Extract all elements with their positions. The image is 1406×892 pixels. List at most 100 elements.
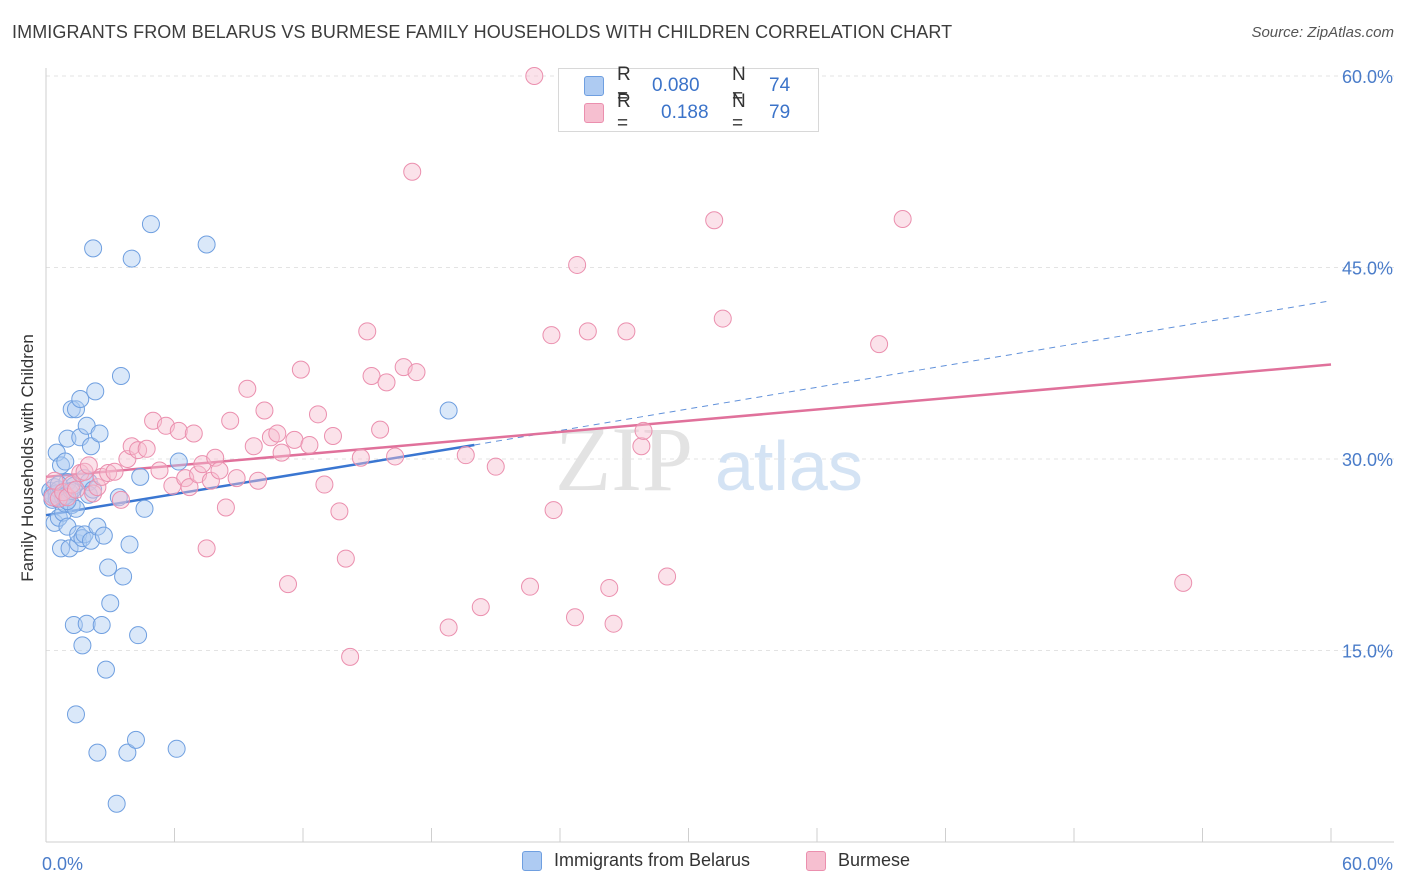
belarus-r-value: 0.080 (652, 75, 700, 96)
burmese-point-27 (184, 424, 203, 443)
x-tick-label-0: 0.0% (42, 854, 83, 874)
burmese-point-70 (544, 501, 563, 520)
belarus-point-62 (131, 467, 150, 486)
burmese-point-75 (604, 614, 623, 633)
chart-title: IMMIGRANTS FROM BELARUS VS BURMESE FAMIL… (12, 22, 953, 42)
burmese-point-34 (216, 498, 235, 517)
burmese-point-50 (323, 427, 342, 446)
burmese-point-63 (439, 618, 458, 637)
burmese-point-14 (105, 462, 124, 481)
belarus-point-51 (99, 558, 118, 577)
burmese-point-58 (377, 373, 396, 392)
y-tick-label-0: 15.0% (1342, 642, 1393, 662)
burmese-point-42 (268, 424, 287, 443)
burmese-n-label: N = (732, 91, 746, 134)
trend-lines (45, 300, 1332, 517)
belarus-point-66 (167, 739, 186, 758)
belarus-point-15 (56, 452, 75, 471)
belarus-point-30 (71, 389, 90, 408)
tick-labels: 15.0% 30.0% 45.0% 60.0% 0.0% 60.0% (42, 67, 1393, 874)
y-tick-label-1: 30.0% (1342, 450, 1393, 470)
trend-burmese (45, 363, 1332, 479)
belarus-point-59 (122, 249, 141, 268)
burmese-point-37 (238, 379, 257, 398)
burmese-point-43 (272, 443, 291, 462)
burmese-point-45 (285, 430, 304, 449)
burmese-point-66 (486, 457, 505, 476)
burmese-point-30 (197, 539, 216, 558)
burmese-point-81 (713, 309, 732, 328)
legend-label-belarus: Immigrants from Belarus (554, 850, 751, 870)
belarus-point-45 (88, 517, 107, 536)
burmese-point-76 (617, 322, 636, 341)
legend-item-belarus[interactable]: Immigrants from Belarus (522, 850, 750, 871)
burmese-point-80 (705, 211, 724, 230)
y-tick-label-3: 60.0% (1342, 67, 1393, 87)
belarus-point-57 (118, 743, 137, 762)
burmese-n-value: 79 (769, 102, 791, 123)
belarus-point-50 (96, 660, 115, 679)
burmese-point-33 (210, 461, 229, 480)
belarus-point-36 (77, 614, 96, 633)
burmese-point-44 (279, 575, 298, 594)
series-burmese-points (43, 67, 1193, 666)
x-tick-label-1: 60.0% (1342, 854, 1393, 874)
burmese-point-46 (291, 360, 310, 379)
burmese-point-69 (542, 326, 561, 345)
legend-label-burmese: Burmese (838, 850, 911, 870)
burmese-point-19 (137, 439, 156, 458)
burmese-point-62 (407, 363, 426, 382)
trend-belarus-extension (474, 300, 1332, 446)
belarus-point-61 (129, 626, 148, 645)
burmese-point-77 (632, 437, 651, 456)
source-label: Source: ZipAtlas.com (1251, 24, 1394, 41)
burmese-point-36 (227, 469, 246, 488)
belarus-point-55 (111, 367, 130, 386)
belarus-point-56 (114, 567, 133, 586)
burmese-point-54 (351, 448, 370, 467)
axes (45, 68, 1394, 843)
belarus-point-47 (90, 424, 109, 443)
belarus-point-16 (58, 429, 77, 448)
burmese-point-15 (111, 490, 130, 509)
watermark: ZIP atlas (555, 408, 863, 510)
watermark-zip: ZIP (555, 408, 693, 510)
belarus-point-18 (58, 517, 77, 536)
belarus-point-65 (169, 452, 188, 471)
burmese-point-84 (1174, 573, 1193, 592)
belarus-point-48 (92, 615, 111, 634)
belarus-point-46 (88, 743, 107, 762)
belarus-point-68 (439, 401, 458, 420)
burmese-point-55 (358, 322, 377, 341)
burmese-point-52 (336, 549, 355, 568)
burmese-point-82 (870, 335, 889, 354)
legend-item-burmese[interactable]: Burmese (806, 850, 910, 871)
belarus-point-67 (197, 235, 216, 254)
belarus-r-label: R = (617, 64, 631, 107)
burmese-point-72 (568, 255, 587, 274)
burmese-point-68 (525, 67, 544, 85)
burmese-point-78 (634, 421, 653, 440)
legend-swatch-burmese (806, 850, 826, 871)
burmese-point-59 (386, 447, 405, 466)
burmese-swatch (584, 103, 604, 123)
burmese-point-57 (371, 420, 390, 439)
burmese-point-65 (471, 598, 490, 617)
y-tick-label-2: 45.0% (1342, 259, 1393, 279)
belarus-point-53 (107, 794, 126, 813)
belarus-point-31 (71, 428, 90, 447)
belarus-point-60 (126, 730, 145, 749)
trend-belarus (45, 443, 475, 517)
burmese-point-49 (315, 475, 334, 494)
belarus-n-label: N = (732, 64, 746, 107)
burmese-point-39 (249, 471, 268, 490)
burmese-point-48 (308, 405, 327, 424)
burmese-point-35 (221, 411, 240, 430)
burmese-point-13 (99, 464, 118, 483)
belarus-point-44 (86, 382, 105, 401)
burmese-point-51 (330, 502, 349, 521)
burmese-r-label: R = (617, 91, 631, 134)
series-legend: Immigrants from Belarus Burmese (0, 850, 1406, 878)
burmese-point-73 (578, 322, 597, 341)
